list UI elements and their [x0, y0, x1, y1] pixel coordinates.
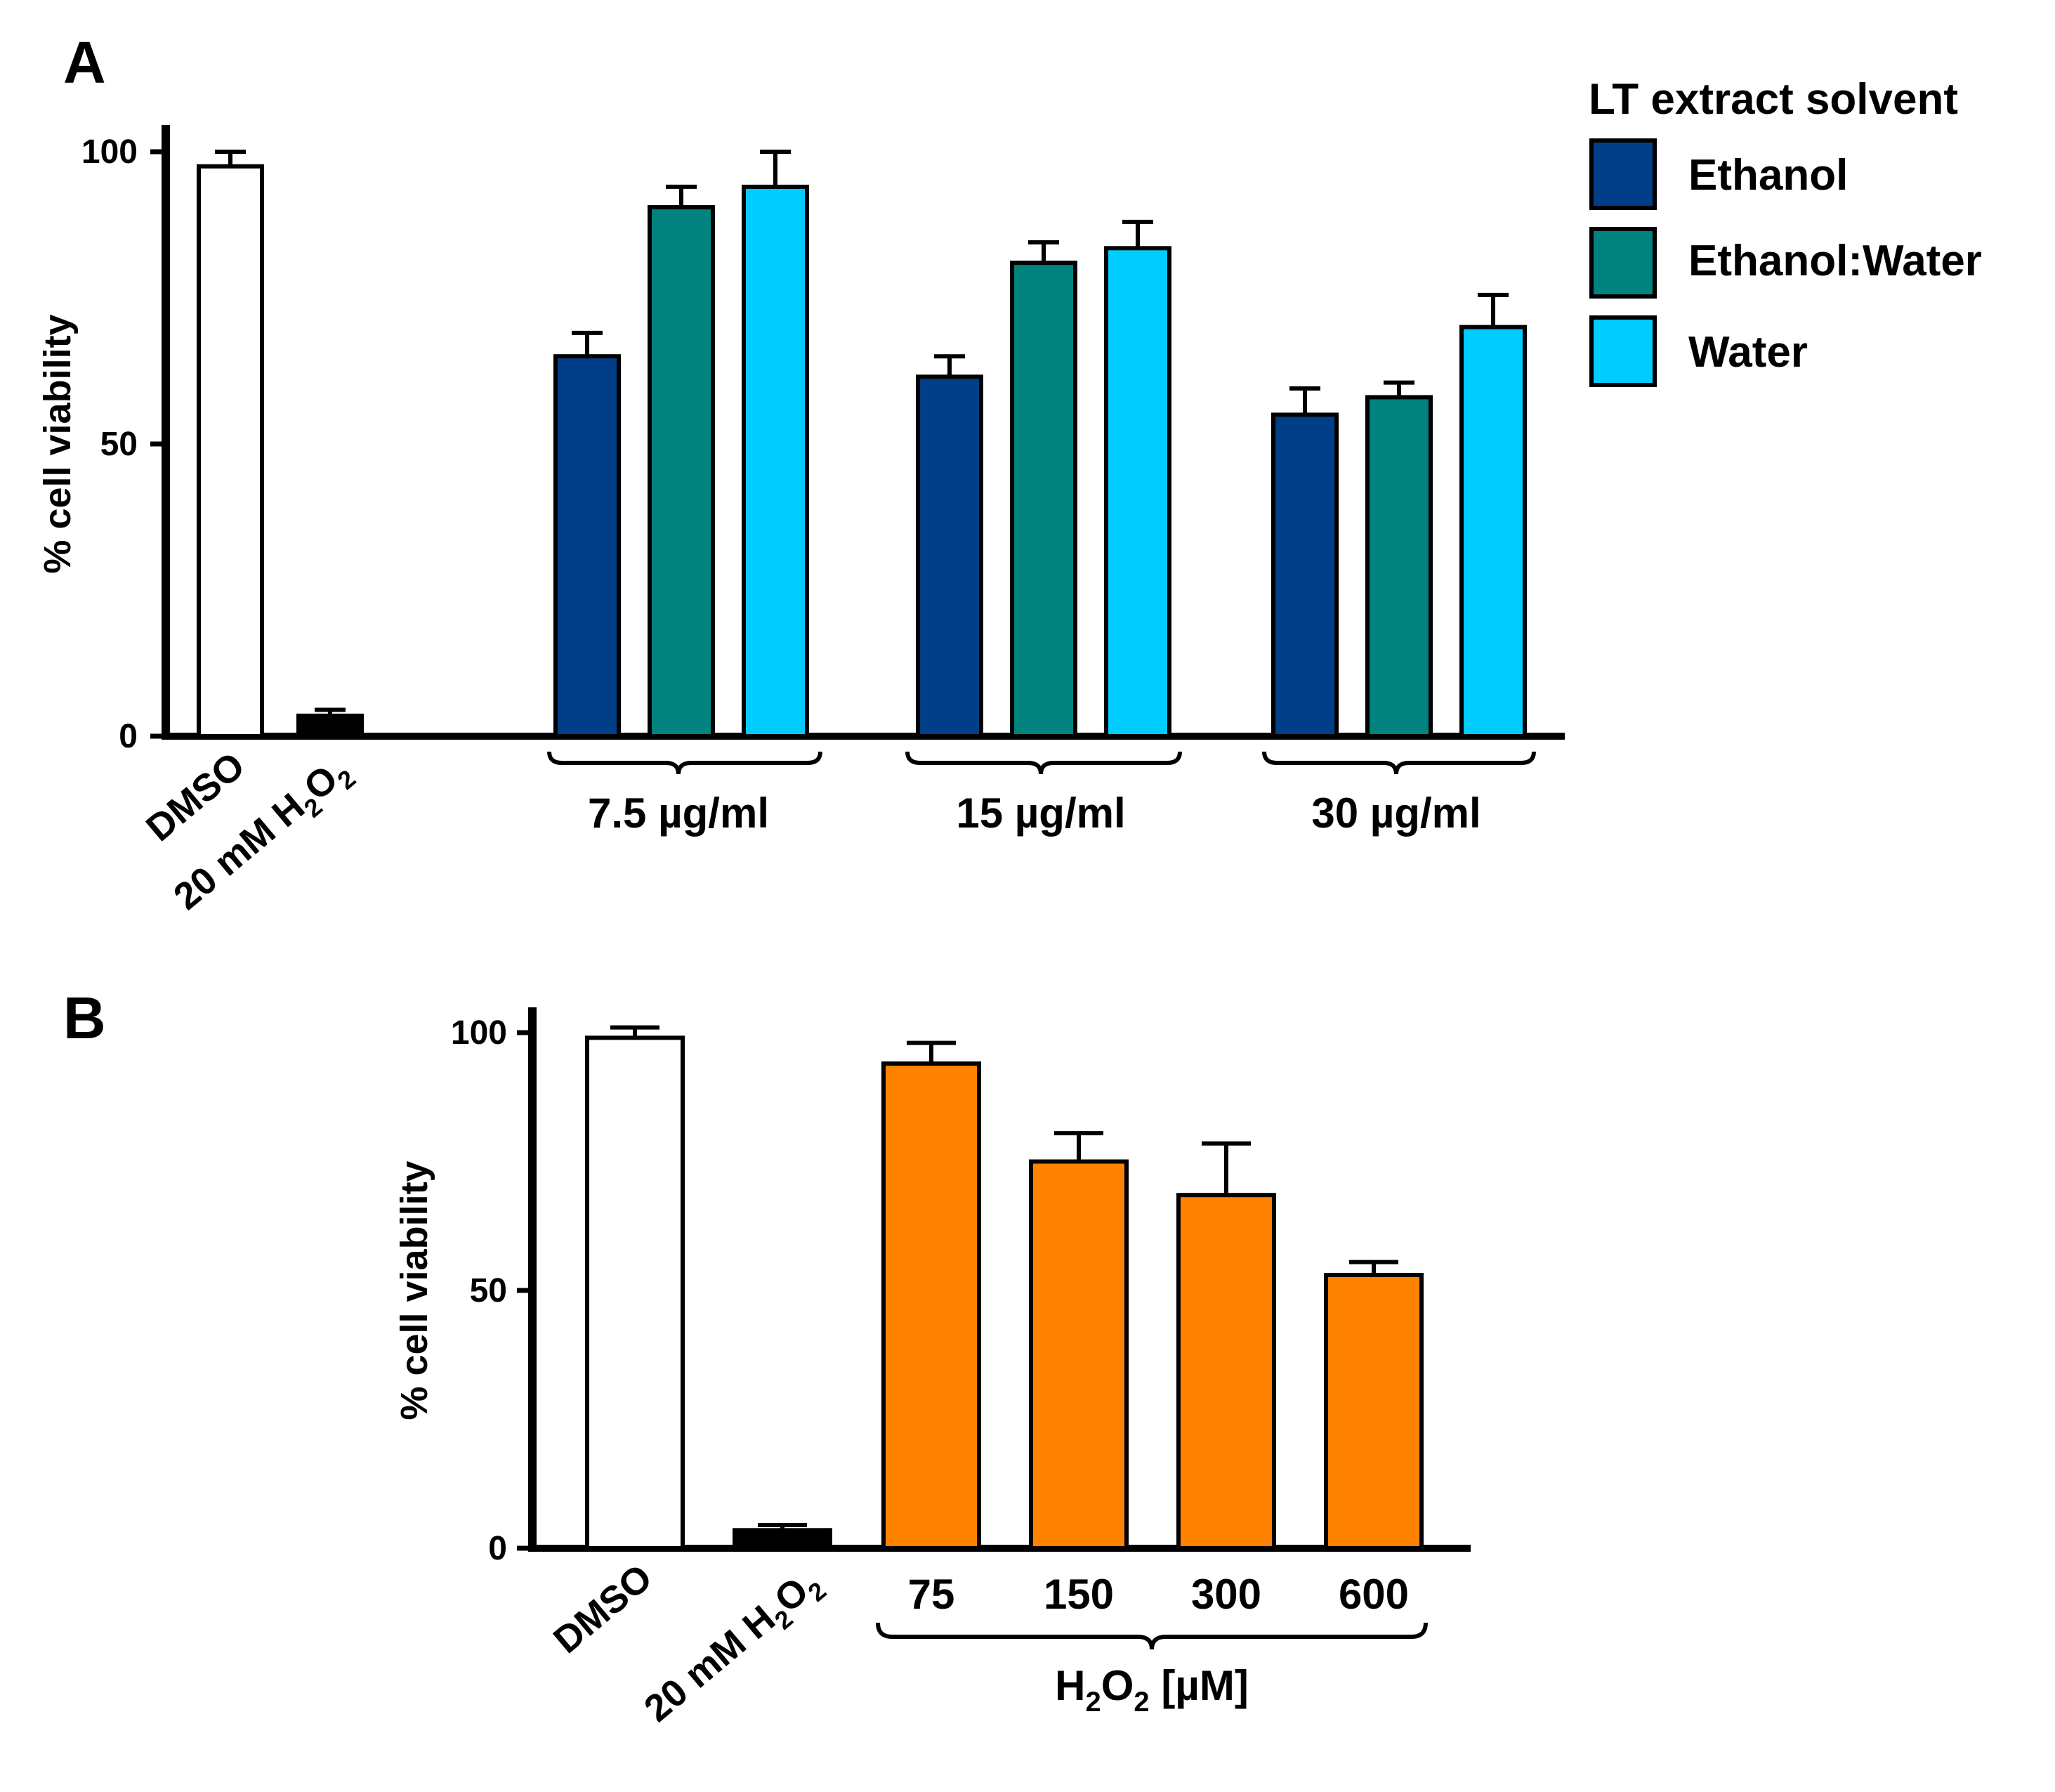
panel-b-dose-brace — [876, 1622, 1428, 1650]
panel-a-error-bars — [572, 150, 1509, 415]
panel-b-dose-axis-label: H2O2 [µM] — [1055, 1662, 1249, 1718]
panel-b-label: B — [63, 985, 106, 1051]
panel-a-bar-30-ethanol-water — [1365, 395, 1433, 738]
panel-b-dose-label: 150 — [1044, 1571, 1114, 1618]
legend-swatch-ethanol-water — [1589, 227, 1657, 299]
panel-b-error-bars — [610, 1025, 1398, 1531]
panel-a-y-axis-label: % cell viability — [37, 314, 79, 573]
panel-a-legend: LT extract solvent Ethanol Ethanol:Water… — [1589, 75, 1982, 387]
panel-a-bar-15-ethanol-water — [1010, 261, 1077, 738]
panel-b-y-axis-label: % cell viability — [393, 1160, 435, 1420]
panel-a-group-brace — [905, 751, 1182, 775]
panel-b: B 100 50 0 % cell viability DMSO 20 mM H… — [63, 985, 1471, 1735]
panel-b-bar-75 — [881, 1061, 981, 1551]
panel-a-bar-dmso — [197, 164, 264, 739]
legend-swatch-ethanol — [1589, 138, 1657, 210]
panel-b-x-label-h2o2: 20 mM H2O2 — [636, 1560, 832, 1735]
panel-b-bar-dmso — [585, 1035, 685, 1550]
legend-title: LT extract solvent — [1589, 75, 1958, 124]
legend-entry-ethanol-water: Ethanol:Water — [1688, 237, 1982, 285]
panel-a-bar-30-water — [1459, 325, 1527, 739]
panel-a-group-brace — [547, 751, 822, 775]
panel-a-y-tick-label: 100 — [81, 133, 138, 171]
panel-a-y-tick-label: 50 — [100, 426, 138, 463]
legend-entry-ethanol: Ethanol — [1688, 151, 1848, 200]
panel-a-bar-15-ethanol — [916, 374, 983, 738]
panel-b-y-tick-label: 50 — [470, 1272, 507, 1309]
panel-a-bar-7-5-water — [742, 184, 809, 739]
panel-a-bar-h2o2-control — [296, 713, 364, 739]
panel-a: A 100 50 0 % cell viability DMSO 20 mM H… — [37, 30, 1982, 918]
panel-a-group-label: 15 µg/ml — [956, 790, 1125, 837]
panel-b-bar-600 — [1324, 1272, 1424, 1550]
panel-b-bar-300 — [1176, 1193, 1276, 1550]
panel-a-bar-7-5-ethanol-water — [648, 205, 715, 739]
panel-b-x-label-dmso: DMSO — [546, 1556, 660, 1661]
panel-b-y-tick-label: 0 — [488, 1530, 507, 1567]
panel-a-y-tick-label: 0 — [119, 718, 138, 755]
panel-b-dose-label: 600 — [1339, 1571, 1409, 1618]
panel-a-bar-15-water — [1104, 246, 1171, 738]
panel-a-label: A — [63, 30, 106, 96]
panel-b-bar-150 — [1029, 1159, 1129, 1550]
panel-a-bar-7-5-ethanol — [553, 354, 621, 738]
panel-a-bar-30-ethanol — [1271, 412, 1339, 739]
panel-a-group-label: 30 µg/ml — [1311, 790, 1480, 837]
legend-entry-water: Water — [1688, 328, 1808, 377]
panel-b-dose-label: 75 — [908, 1571, 955, 1618]
panel-b-bar-h2o2-control — [733, 1528, 832, 1551]
legend-swatch-water — [1589, 315, 1657, 387]
panel-b-dose-label: 300 — [1191, 1571, 1261, 1618]
panel-a-group-label: 7.5 µg/ml — [588, 790, 769, 837]
panel-a-group-brace — [1262, 751, 1536, 775]
panel-b-y-tick-label: 100 — [451, 1014, 507, 1052]
